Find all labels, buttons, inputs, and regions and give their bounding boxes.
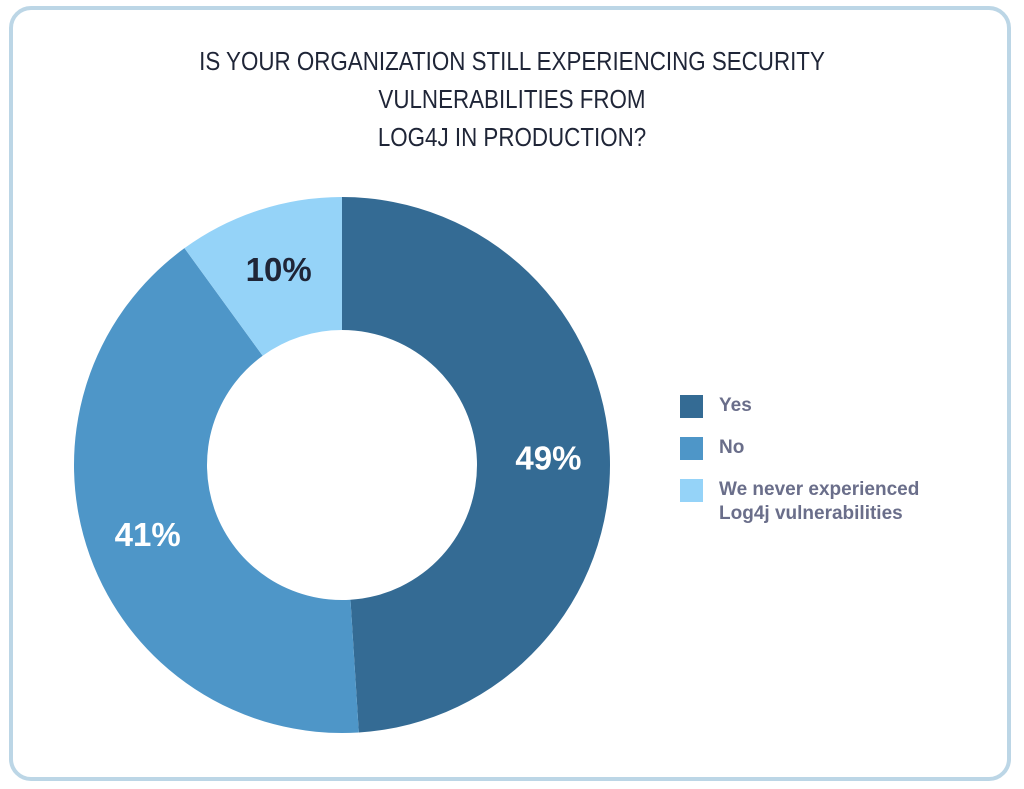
legend-item-never: We never experienced Log4j vulnerabiliti… [680,478,980,526]
legend-label-no: No [719,437,745,458]
legend-item-no: No [680,436,980,460]
chart-title-line-2: LOG4J IN PRODUCTION? [377,122,647,152]
legend-label-never: We never experienced Log4j vulnerabiliti… [719,479,920,524]
chart-title-line-1: IS YOUR ORGANIZATION STILL EXPERIENCING … [199,46,825,114]
legend-swatch-yes [680,395,703,418]
chart-title: IS YOUR ORGANIZATION STILL EXPERIENCING … [106,42,918,156]
legend-item-yes: Yes [680,394,980,418]
legend-label-yes: Yes [719,395,752,416]
legend-swatch-no [680,437,703,460]
chart-legend: Yes No We never experienced Log4j vulner… [680,394,980,544]
legend-swatch-never [680,479,703,502]
